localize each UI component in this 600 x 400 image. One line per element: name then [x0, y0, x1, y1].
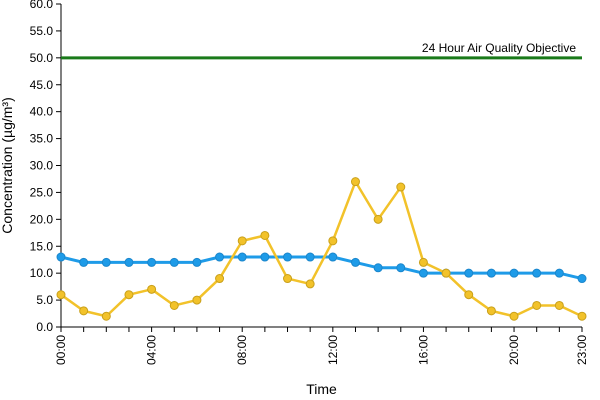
- y-tick-label: 15.0: [30, 239, 54, 253]
- data-point: [554, 300, 564, 310]
- series-1: [56, 252, 587, 284]
- data-point: [215, 274, 225, 284]
- data-point: [56, 252, 66, 262]
- data-point: [350, 177, 360, 187]
- x-tick-label: 04:00: [145, 335, 159, 365]
- data-point: [215, 252, 225, 262]
- x-tick-label: 12:00: [326, 335, 340, 365]
- data-point: [441, 268, 451, 278]
- series-layer: [56, 177, 587, 321]
- data-point: [464, 290, 474, 300]
- data-point: [283, 252, 293, 262]
- data-point: [486, 268, 496, 278]
- y-tick-label: 20.0: [30, 212, 54, 226]
- data-point: [396, 263, 406, 273]
- x-axis-ticks: 00:00 04:00 08:00 12:00 16:00 20:00 23:00: [54, 327, 589, 365]
- y-tick-label: 60.0: [30, 0, 54, 11]
- data-point: [79, 306, 89, 316]
- y-tick-label: 45.0: [30, 78, 54, 92]
- y-tick-label: 5.0: [36, 293, 53, 307]
- y-axis-ticks: 0.0 5.0 10.0 15.0 20.0 25.0 30.0 35.0 40.0 45.0 50…: [30, 0, 61, 334]
- data-point: [260, 230, 270, 240]
- y-tick-label: 50.0: [30, 51, 54, 65]
- y-tick-label: 25.0: [30, 185, 54, 199]
- y-tick-label: 35.0: [30, 132, 54, 146]
- data-point: [79, 257, 89, 267]
- data-point: [509, 311, 519, 321]
- data-point: [169, 300, 179, 310]
- data-point: [283, 274, 293, 284]
- data-point: [328, 236, 338, 246]
- data-point: [147, 257, 157, 267]
- series-2: [56, 177, 587, 321]
- data-point: [464, 268, 474, 278]
- data-point: [147, 284, 157, 294]
- data-point: [486, 306, 496, 316]
- data-point: [237, 252, 247, 262]
- y-axis-title: Concentration (µg/m³): [0, 97, 15, 233]
- data-point: [532, 300, 542, 310]
- data-point: [577, 274, 587, 284]
- data-point: [237, 236, 247, 246]
- x-tick-label: 08:00: [235, 335, 249, 365]
- data-point: [418, 257, 428, 267]
- data-point: [305, 252, 315, 262]
- data-point: [350, 257, 360, 267]
- data-point: [418, 268, 428, 278]
- y-tick-label: 10.0: [30, 266, 54, 280]
- data-point: [101, 257, 111, 267]
- y-tick-label: 30.0: [30, 159, 54, 173]
- data-point: [554, 268, 564, 278]
- data-point: [56, 290, 66, 300]
- data-point: [328, 252, 338, 262]
- data-point: [373, 263, 383, 273]
- x-tick-label: 00:00: [54, 335, 68, 365]
- data-point: [124, 257, 134, 267]
- data-point: [532, 268, 542, 278]
- y-tick-label: 0.0: [36, 320, 53, 334]
- x-tick-label: 16:00: [416, 335, 430, 365]
- y-tick-label: 55.0: [30, 24, 54, 38]
- x-tick-label: 23:00: [575, 335, 589, 365]
- air-quality-objective-label: 24 Hour Air Quality Objective: [422, 41, 576, 55]
- data-point: [192, 295, 202, 305]
- data-point: [577, 311, 587, 321]
- data-point: [396, 182, 406, 192]
- data-point: [124, 290, 134, 300]
- data-point: [373, 214, 383, 224]
- x-axis-title: Time: [306, 381, 337, 397]
- x-tick-label: 20:00: [507, 335, 521, 365]
- y-tick-label: 40.0: [30, 105, 54, 119]
- data-point: [169, 257, 179, 267]
- data-point: [509, 268, 519, 278]
- series-line: [60, 180, 583, 318]
- data-point: [305, 279, 315, 289]
- data-point: [101, 311, 111, 321]
- data-point: [192, 257, 202, 267]
- data-point: [260, 252, 270, 262]
